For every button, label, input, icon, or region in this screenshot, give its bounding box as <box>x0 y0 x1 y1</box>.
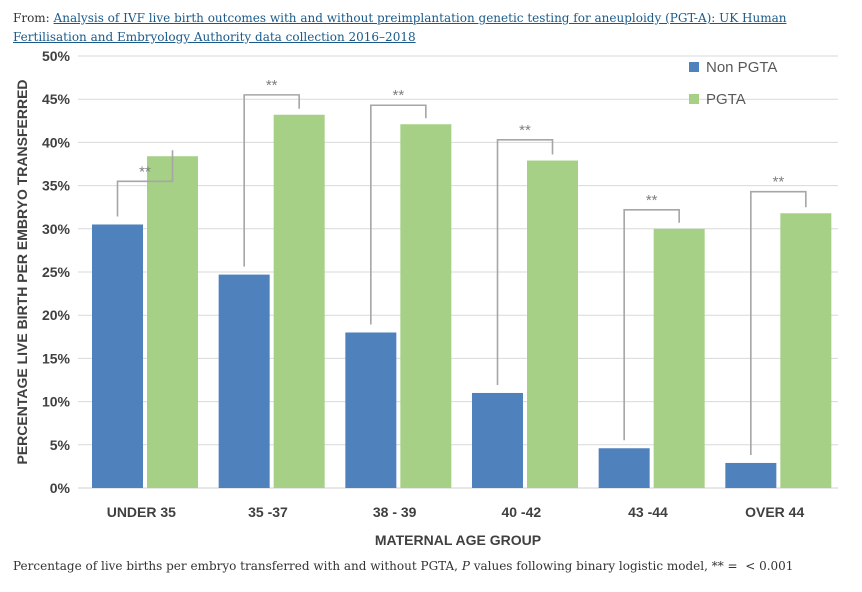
source-citation: From: Analysis of IVF live birth outcome… <box>13 9 843 47</box>
source-prefix: From: <box>13 11 50 25</box>
significance-bracket <box>496 139 554 385</box>
significance-bracket <box>243 94 300 267</box>
y-tick-label: 15% <box>42 350 71 366</box>
x-tick-label: OVER 44 <box>745 504 804 520</box>
y-axis-title: PERCENTAGE LIVE BIRTH PER EMBRYO TRANSFE… <box>14 79 30 464</box>
significance-bracket <box>623 208 680 441</box>
legend-label: Non PGTA <box>706 59 777 76</box>
significance-bracket <box>370 104 427 325</box>
y-tick-label: 10% <box>42 394 71 410</box>
bar-non-pgta <box>92 224 143 489</box>
bar-non-pgta <box>725 462 777 488</box>
caption-p-italic: P <box>461 559 470 573</box>
x-axis-title: MATERNAL AGE GROUP <box>375 532 541 548</box>
bar-chart: 0% 5% 10% 15% 20% 25% 30% 35% 40% 45% 50% UNDER 35 *… <box>14 48 838 548</box>
bar-non-pgta <box>472 392 523 488</box>
y-tick-label: 45% <box>42 91 71 107</box>
bar-non-pgta <box>598 448 650 488</box>
x-tick-label: 35 -37 <box>248 504 288 520</box>
x-tick-label: 43 -44 <box>628 504 668 520</box>
bar-pgta <box>147 156 198 488</box>
bar-pgta <box>273 114 325 488</box>
y-tick-label: 40% <box>42 134 71 150</box>
bar-pgta <box>653 228 705 489</box>
bar-pgta <box>527 160 578 488</box>
y-tick-label: 5% <box>50 437 71 453</box>
significance-bracket <box>116 150 174 217</box>
significance-bracket <box>750 190 807 455</box>
y-tick-label: 0% <box>50 480 71 496</box>
x-tick-label: 38 - 39 <box>373 504 417 520</box>
significance-label: ** <box>772 174 784 191</box>
significance-label: ** <box>646 192 658 209</box>
x-tick-label: UNDER 35 <box>107 504 176 520</box>
legend-swatch <box>689 62 699 72</box>
bar-non-pgta <box>345 332 397 488</box>
caption-text-1: Percentage of live births per embryo tra… <box>13 559 462 573</box>
bar-pgta <box>400 124 452 489</box>
bar-non-pgta <box>218 274 270 488</box>
source-article-link[interactable]: Analysis of IVF live birth outcomes with… <box>13 11 787 44</box>
y-tick-label: 20% <box>42 307 71 323</box>
bar-pgta <box>780 213 832 489</box>
significance-label: ** <box>392 87 404 104</box>
y-tick-label: 35% <box>42 178 71 194</box>
legend-swatch <box>689 94 699 104</box>
y-tick-label: 30% <box>42 221 71 237</box>
figure-caption: Percentage of live births per embryo tra… <box>13 559 853 573</box>
legend-label: PGTA <box>706 91 746 108</box>
significance-label: ** <box>139 163 151 180</box>
significance-label: ** <box>266 77 278 94</box>
y-tick-label: 25% <box>42 264 71 280</box>
caption-text-2: values following binary logistic model, … <box>469 559 794 573</box>
y-tick-label: 50% <box>42 48 71 64</box>
x-tick-label: 40 -42 <box>501 504 541 520</box>
significance-label: ** <box>519 122 531 139</box>
